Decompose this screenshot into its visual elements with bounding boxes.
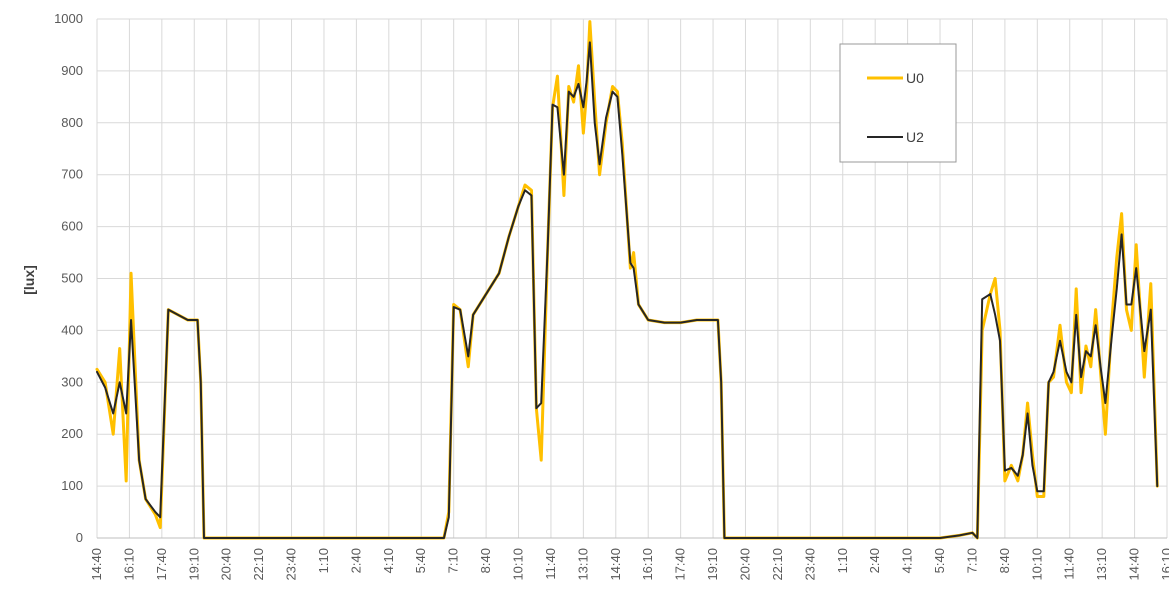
y-tick-label: 300	[61, 374, 83, 389]
y-tick-label: 700	[61, 167, 83, 182]
legend-label-u2: U2	[906, 129, 924, 145]
series-lines	[95, 20, 1159, 540]
legend-box	[839, 43, 957, 163]
y-tick-label: 600	[61, 219, 83, 234]
x-tick-label: 5:40	[932, 548, 947, 573]
x-tick-label: 22:10	[251, 548, 266, 581]
gridlines	[96, 18, 1168, 539]
y-tick-label: 200	[61, 426, 83, 441]
x-tick-label: 22:10	[770, 548, 785, 581]
x-tick-label: 23:40	[284, 548, 299, 581]
x-tick-label: 11:40	[543, 548, 558, 580]
y-tick-label: 0	[76, 530, 83, 545]
x-tick-label: 16:10	[1159, 548, 1169, 581]
x-tick-label: 20:40	[219, 548, 234, 581]
x-tick-label: 11:40	[1062, 548, 1077, 580]
y-tick-label: 100	[61, 478, 83, 493]
x-tick-label: 14:40	[89, 548, 104, 581]
x-tick-label: 20:40	[737, 548, 752, 581]
x-tick-label: 16:10	[121, 548, 136, 581]
x-tick-label: 19:10	[186, 548, 201, 581]
x-tick-label: 2:40	[867, 548, 882, 573]
x-tick-label: 1:10	[835, 548, 850, 573]
y-axis-label: [lux]	[21, 265, 37, 295]
x-tick-label: 19:10	[705, 548, 720, 581]
series-line-u0	[95, 20, 1159, 540]
x-tick-label: 4:10	[381, 548, 396, 573]
x-tick-label: 7:10	[446, 548, 461, 573]
legend-label-u0: U0	[906, 70, 924, 86]
y-tick-label: 400	[61, 322, 83, 337]
x-tick-label: 1:10	[316, 548, 331, 573]
x-tick-label: 4:10	[900, 548, 915, 573]
x-tick-label: 10:10	[1029, 548, 1044, 581]
x-tick-label: 13:10	[1094, 548, 1109, 581]
x-tick-label: 7:10	[964, 548, 979, 573]
y-tick-label: 500	[61, 271, 83, 286]
x-tick-label: 16:10	[640, 548, 655, 581]
x-tick-label: 10:10	[511, 548, 526, 581]
legend: U0 U2	[839, 43, 957, 163]
x-tick-label: 17:40	[154, 548, 169, 581]
y-tick-label: 900	[61, 63, 83, 78]
x-tick-label: 17:40	[673, 548, 688, 581]
y-tick-labels: 0 100 200 300 400 500 600 700 800 900 1000	[54, 11, 83, 545]
x-tick-label: 14:40	[608, 548, 623, 581]
x-tick-label: 2:40	[348, 548, 363, 573]
x-tick-label: 8:40	[997, 548, 1012, 573]
y-tick-label: 800	[61, 115, 83, 130]
series-line-u2	[96, 41, 1159, 539]
x-tick-label: 5:40	[413, 548, 428, 573]
x-tick-label: 13:10	[575, 548, 590, 581]
x-tick-label: 23:40	[802, 548, 817, 581]
x-tick-labels: 14:40 16:10 17:40 19:10 20:40 22:10 23:40 1:10 2…	[89, 548, 1169, 581]
x-tick-label: 14:40	[1127, 548, 1142, 581]
y-tick-label: 1000	[54, 11, 83, 26]
x-tick-label: 8:40	[478, 548, 493, 573]
